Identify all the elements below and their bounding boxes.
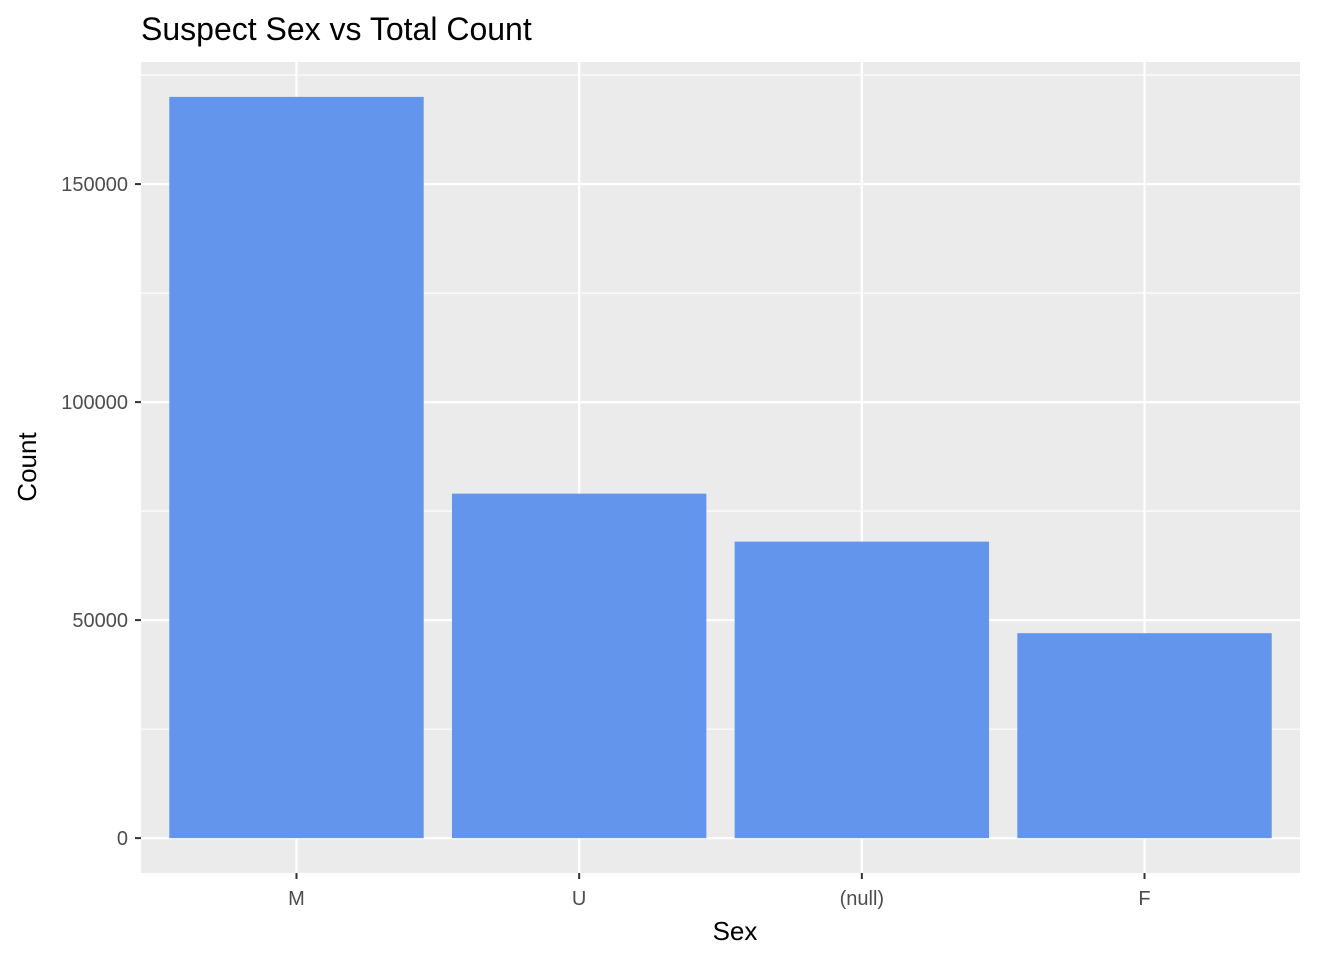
x-tick-label: F — [1138, 888, 1150, 910]
y-tick-label: 150000 — [61, 174, 128, 196]
x-tick-label: U — [572, 888, 586, 910]
x-axis-title: Sex — [713, 916, 758, 946]
y-tick-label: 100000 — [61, 392, 128, 414]
bar-(null) — [734, 541, 990, 839]
bar-U — [451, 493, 707, 839]
y-tick-label: 0 — [117, 828, 128, 850]
bars — [169, 96, 1272, 839]
bar-M — [169, 96, 424, 839]
bar-F — [1017, 633, 1272, 839]
x-axis: M U (null) F — [288, 873, 1151, 910]
x-tick-label: M — [288, 888, 305, 910]
x-tick-label: (null) — [840, 888, 884, 910]
chart-title: Suspect Sex vs Total Count — [141, 11, 532, 47]
y-axis-title: Count — [12, 432, 42, 502]
y-axis: 0 50000 100000 150000 — [61, 174, 141, 850]
y-tick-label: 50000 — [72, 610, 128, 632]
